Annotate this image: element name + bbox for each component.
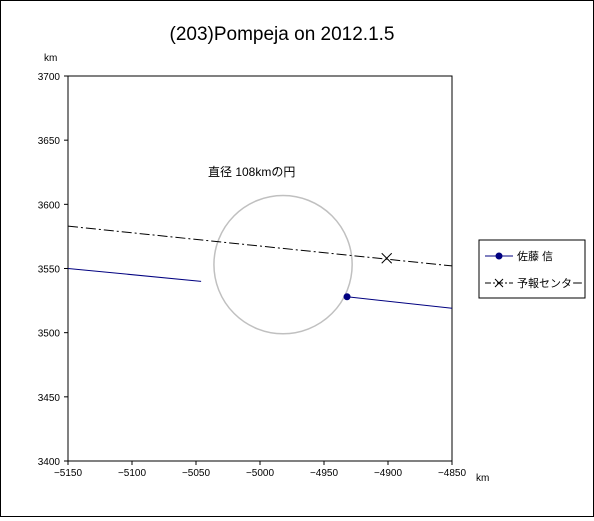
series-1-point xyxy=(343,293,351,301)
series-2-point xyxy=(381,252,393,264)
x-tick-label: −4950 xyxy=(310,468,339,479)
x-tick-label: −5100 xyxy=(118,468,147,479)
legend-swatch-marker xyxy=(495,252,503,260)
circle-annotation: 直径 108kmの円 xyxy=(208,165,295,179)
x-axis-unit: km xyxy=(476,473,489,484)
y-tick-label: 3500 xyxy=(38,329,61,340)
y-tick-label: 3450 xyxy=(38,393,61,404)
plot-border xyxy=(67,75,453,462)
x-tick-label: −5000 xyxy=(246,468,275,479)
legend-label: 予報センター xyxy=(517,277,583,290)
y-tick-label: 3600 xyxy=(38,200,61,211)
legend-swatch-marker xyxy=(494,278,504,288)
series-1-line xyxy=(68,268,202,282)
plot-area: −5150 −5100 −5050 −5000 −4950 −4900 −4850 3400 3… xyxy=(38,72,467,479)
size-circle xyxy=(213,194,353,335)
x-tick-label: −5050 xyxy=(182,468,211,479)
x-tick-label: −5150 xyxy=(54,468,83,479)
y-tick-label: 3400 xyxy=(38,457,61,468)
y-tick-label: 3650 xyxy=(38,136,61,147)
series-1-line xyxy=(346,296,452,309)
plot-clip-group xyxy=(68,194,452,335)
y-tick-label: 3550 xyxy=(38,265,61,276)
legend-box xyxy=(478,239,586,299)
chart-title: (203)Pompeja on 2012.1.5 xyxy=(170,24,395,45)
x-tick-label: −4900 xyxy=(374,468,403,479)
y-axis-unit: km xyxy=(44,53,57,64)
series-2-line xyxy=(68,225,452,267)
y-tick-label: 3700 xyxy=(38,72,61,83)
legend-label: 佐藤 信 xyxy=(517,249,553,263)
x-tick-label: −4850 xyxy=(438,468,467,479)
